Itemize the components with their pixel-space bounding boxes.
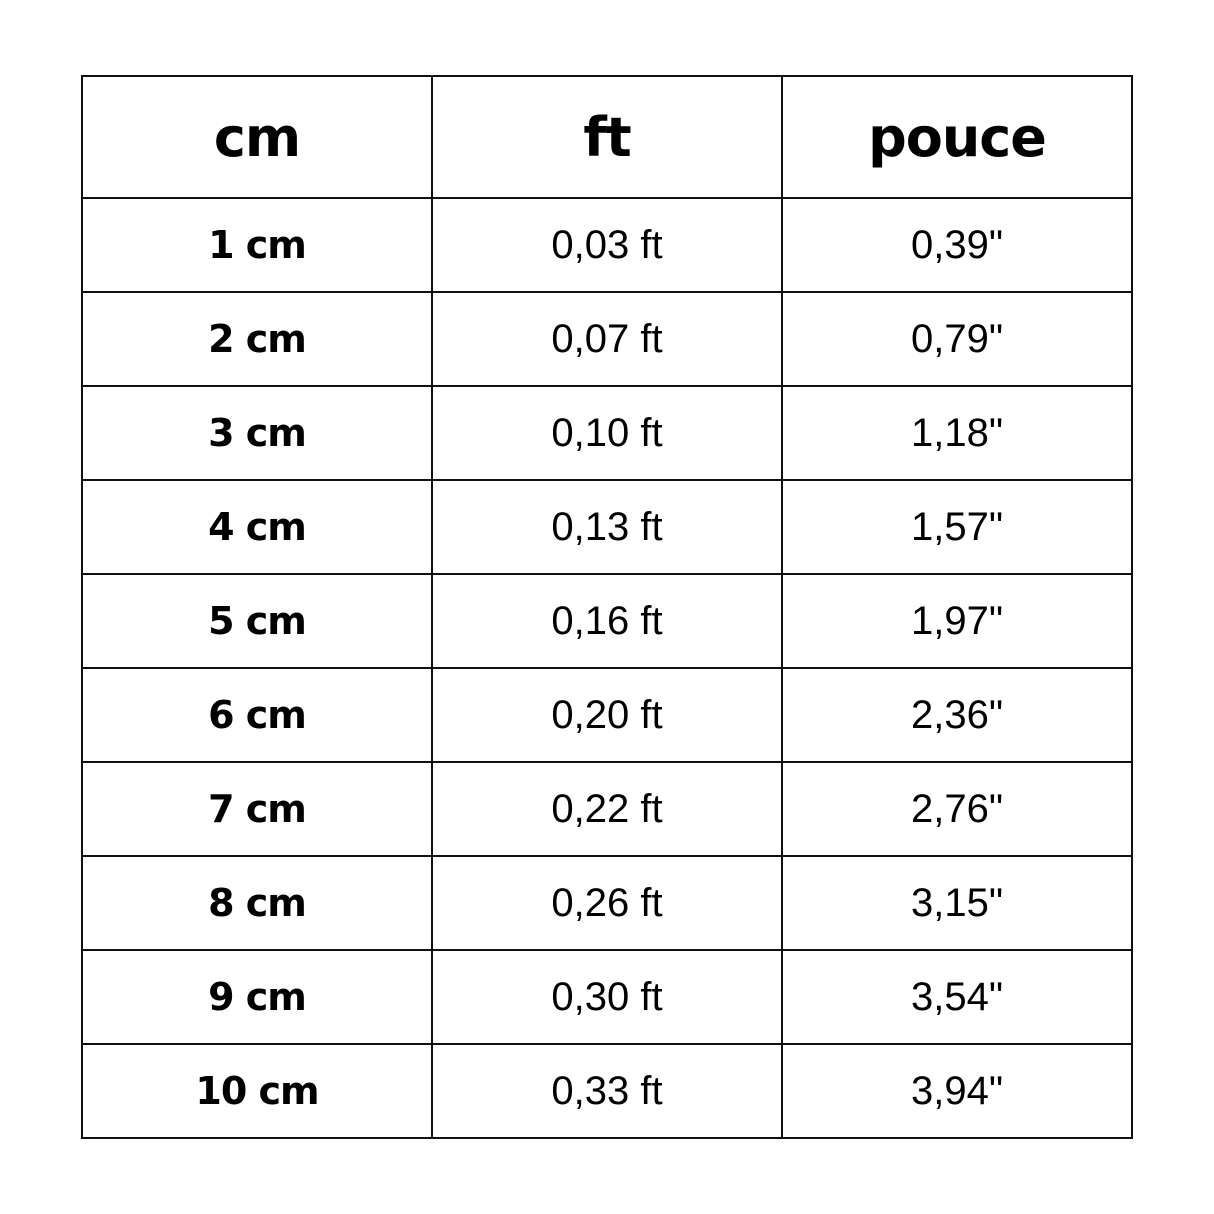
table-row: 10 cm 0,33 ft 3,94": [81, 1043, 1133, 1139]
cell-ft: 0,26 ft: [431, 855, 783, 951]
table-row: 7 cm 0,22 ft 2,76": [81, 761, 1133, 857]
cell-cm: 6 cm: [81, 667, 433, 763]
cell-pouce: 0,79": [781, 291, 1133, 387]
cell-cm: 9 cm: [81, 949, 433, 1045]
cell-pouce: 2,36": [781, 667, 1133, 763]
header-row: cm ft pouce: [81, 75, 1133, 199]
conversion-table: cm ft pouce 1 cm 0,03 ft 0,39" 2 cm 0,07 ft 0…: [81, 75, 1133, 1139]
cell-pouce: 3,94": [781, 1043, 1133, 1139]
table-row: 9 cm 0,30 ft 3,54": [81, 949, 1133, 1045]
table-row: 6 cm 0,20 ft 2,36": [81, 667, 1133, 763]
cell-ft: 0,16 ft: [431, 573, 783, 669]
cell-cm: 7 cm: [81, 761, 433, 857]
cell-ft: 0,10 ft: [431, 385, 783, 481]
header-pouce: pouce: [781, 75, 1133, 199]
cell-ft: 0,03 ft: [431, 197, 783, 293]
cell-cm: 8 cm: [81, 855, 433, 951]
cell-ft: 0,33 ft: [431, 1043, 783, 1139]
cell-cm: 3 cm: [81, 385, 433, 481]
cell-ft: 0,13 ft: [431, 479, 783, 575]
table-row: 2 cm 0,07 ft 0,79": [81, 291, 1133, 387]
cell-pouce: 2,76": [781, 761, 1133, 857]
table-row: 4 cm 0,13 ft 1,57": [81, 479, 1133, 575]
cell-cm: 1 cm: [81, 197, 433, 293]
header-ft: ft: [431, 75, 783, 199]
cell-ft: 0,30 ft: [431, 949, 783, 1045]
cell-pouce: 3,15": [781, 855, 1133, 951]
table-row: 3 cm 0,10 ft 1,18": [81, 385, 1133, 481]
cell-ft: 0,20 ft: [431, 667, 783, 763]
cell-cm: 10 cm: [81, 1043, 433, 1139]
header-cm: cm: [81, 75, 433, 199]
cell-pouce: 1,97": [781, 573, 1133, 669]
table-row: 8 cm 0,26 ft 3,15": [81, 855, 1133, 951]
cell-pouce: 3,54": [781, 949, 1133, 1045]
cell-ft: 0,07 ft: [431, 291, 783, 387]
cell-cm: 5 cm: [81, 573, 433, 669]
table-row: 1 cm 0,03 ft 0,39": [81, 197, 1133, 293]
cell-cm: 2 cm: [81, 291, 433, 387]
cell-pouce: 1,57": [781, 479, 1133, 575]
cell-ft: 0,22 ft: [431, 761, 783, 857]
cell-cm: 4 cm: [81, 479, 433, 575]
cell-pouce: 1,18": [781, 385, 1133, 481]
table-row: 5 cm 0,16 ft 1,97": [81, 573, 1133, 669]
cell-pouce: 0,39": [781, 197, 1133, 293]
